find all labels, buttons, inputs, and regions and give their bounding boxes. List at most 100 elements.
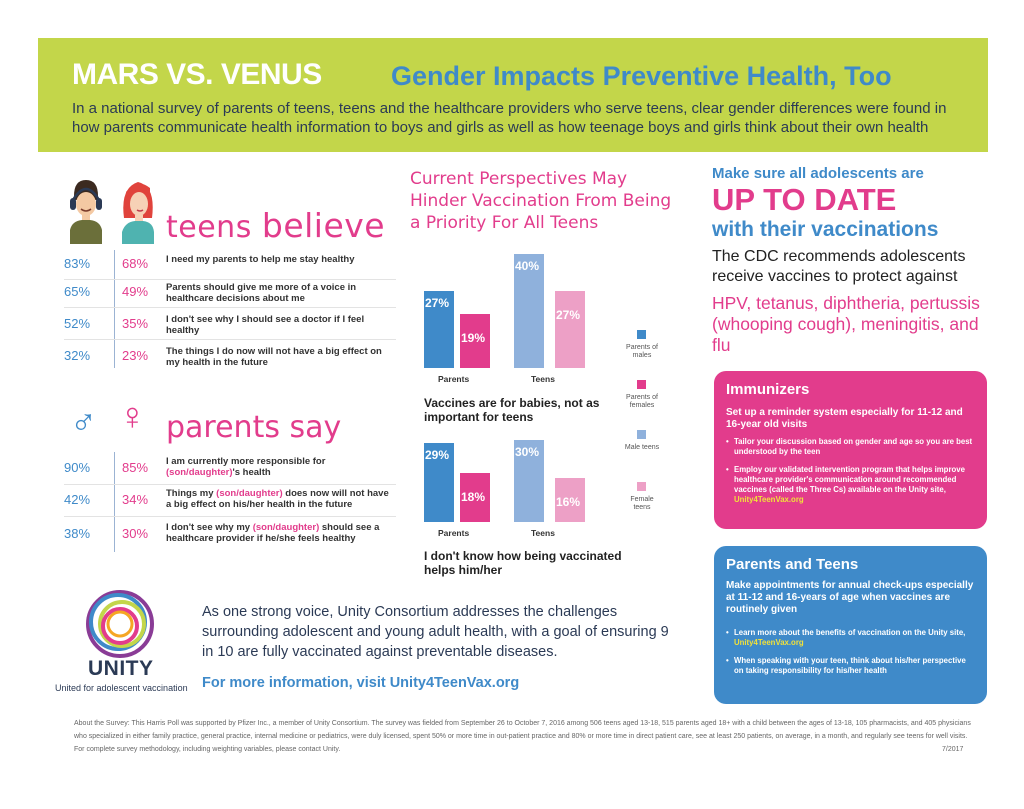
parent-male-pct: 38%: [64, 526, 91, 541]
teen-male-pct: 83%: [64, 256, 91, 271]
parent-female-pct: 34%: [122, 492, 149, 507]
chart2-bar-male-teens: [514, 440, 544, 522]
header-banner: [38, 38, 988, 152]
female-symbol-icon: ♀: [118, 396, 147, 438]
statement-text: does now will not have a big effect on h…: [166, 488, 389, 510]
parents-teens-lead: Make appointments for annual check-ups e…: [726, 580, 974, 615]
son-daughter-highlight: (son/daughter): [166, 467, 233, 478]
parent-statement: I am currently more responsible for (son…: [166, 456, 396, 478]
unity-logo-icon: [86, 590, 154, 658]
intro-text: In a national survey of parents of teens…: [72, 100, 947, 136]
parents-heading-word: parents: [166, 410, 280, 445]
chart2-x-tick: Parents: [438, 528, 470, 538]
parent-female-pct: 30%: [122, 526, 149, 541]
chart2-caption: I don't know how being vaccinated helps …: [424, 549, 622, 577]
say-heading-word: say: [289, 410, 342, 445]
teen-statement: Parents should give me more of a voice i…: [166, 282, 357, 304]
legend-label: Female teens: [630, 496, 654, 511]
male-symbol-icon: ♂: [70, 400, 97, 441]
legend-label: Parents of males: [626, 344, 658, 359]
legend-swatch: [637, 482, 646, 491]
statement-text: Things my: [166, 488, 214, 499]
parent-female-pct: 85%: [122, 460, 149, 475]
chart2-bar-parents-of-males: [424, 443, 454, 522]
teen-female-pct: 35%: [122, 316, 149, 331]
immunizers-lead: Set up a reminder system especially for …: [726, 407, 963, 430]
page-subtitle: Gender Impacts Preventive Health, Too: [391, 61, 892, 91]
unity-description: As one strong voice, Unity Consortium ad…: [202, 604, 669, 660]
chart1-bar-parents-of-males: [424, 291, 454, 368]
parent-male-pct: 90%: [64, 460, 91, 475]
parents-divider: [114, 452, 115, 552]
believe-heading-word: believe: [261, 206, 386, 245]
chart1-bar-male-teens: [514, 254, 544, 368]
girl-icon: [122, 182, 154, 244]
legend-swatch: [637, 430, 646, 439]
chart-section-title: Current Perspectives May Hinder Vaccinat…: [410, 169, 672, 233]
immunizers-link[interactable]: Unity4TeenVax.org: [734, 495, 804, 504]
statement-text: 's health: [232, 467, 271, 478]
immunizers-title: Immunizers: [726, 381, 810, 398]
teen-female-pct: 49%: [122, 284, 149, 299]
chart1-caption: Vaccines are for babies, not as importan…: [424, 396, 600, 424]
teen-female-pct: 68%: [122, 256, 149, 271]
chart1-x-tick: Teens: [531, 374, 555, 384]
chart2-bar-female-teens: [555, 478, 585, 522]
chart2-data-label: 18%: [461, 490, 486, 504]
page-title: MARS VS. VENUS: [72, 58, 322, 91]
parent-male-pct: 42%: [64, 492, 91, 507]
teen-male-pct: 65%: [64, 284, 91, 299]
parent-row-separator: [64, 484, 396, 485]
teen-statement: I don't see why I should see a doctor if…: [166, 314, 365, 336]
chart1-bar-female-teens: [555, 291, 585, 368]
chart1-data-label: 27%: [556, 308, 581, 322]
teen-row-separator: [64, 307, 396, 308]
son-daughter-highlight: (son/daughter): [252, 522, 320, 533]
legend-swatch: [637, 380, 646, 389]
chart2-data-label: 30%: [515, 445, 540, 459]
chart1-data-label: 19%: [461, 331, 486, 345]
boy-icon: [70, 180, 102, 244]
make-sure-text: Make sure all adolescents are: [712, 165, 924, 182]
immunizers-bullet-1: Tailor your discussion based on gender a…: [726, 437, 976, 457]
immunizers-card: Immunizers Set up a reminder system espe…: [714, 371, 987, 529]
chart1-bar-parents-of-females: [460, 314, 490, 368]
unity-wordmark: UNITY: [88, 657, 154, 680]
parent-statement: Things my (son/daughter) does now will n…: [166, 488, 396, 510]
teen-female-pct: 23%: [122, 348, 149, 363]
legend-swatch: [637, 330, 646, 339]
date-stamp: 7/2017: [942, 746, 964, 753]
statement-text: should see a healthcare provider if he/s…: [166, 522, 380, 544]
chart2-data-label: 29%: [425, 448, 450, 462]
teen-statement: The things I do now will not have a big …: [166, 346, 382, 368]
unity-website-link[interactable]: For more information, visit Unity4TeenVa…: [202, 675, 520, 691]
parents-teens-bullet-2: When speaking with your teen, think abou…: [726, 656, 976, 676]
teens-divider: [114, 250, 115, 368]
chart1-data-label: 40%: [515, 259, 540, 273]
legend-label: Parents of females: [626, 394, 658, 409]
chart1-data-label: 27%: [425, 296, 450, 310]
teen-male-pct: 32%: [64, 348, 91, 363]
unity-tagline: United for adolescent vaccination: [55, 683, 188, 693]
parent-statement: I don't see why my (son/daughter) should…: [166, 522, 396, 544]
cdc-text: The CDC recommends adolescents receive v…: [712, 248, 966, 285]
parents-teens-title: Parents and Teens: [726, 556, 859, 573]
parent-row-separator: [64, 516, 396, 517]
parents-say-heading: parents say: [166, 410, 341, 445]
teens-believe-heading: teens believe: [166, 206, 385, 245]
parents-teens-link[interactable]: Unity4TeenVax.org: [734, 638, 804, 647]
chart2-x-tick: Teens: [531, 528, 555, 538]
immunizers-bullet-2: Employ our validated intervention progra…: [726, 465, 976, 505]
up-to-date-heading: UP TO DATE: [712, 182, 897, 217]
chart2-data-label: 16%: [556, 495, 581, 509]
son-daughter-highlight: (son/daughter): [216, 488, 283, 499]
teen-male-pct: 52%: [64, 316, 91, 331]
survey-footnote: About the Survey: This Harris Poll was s…: [74, 720, 971, 753]
teen-row-separator: [64, 279, 396, 280]
statement-text: I don't see why my: [166, 522, 251, 533]
parents-teens-bullet-1-text: Learn more about the benefits of vaccina…: [734, 628, 966, 637]
chart2-bar-parents-of-females: [460, 473, 490, 522]
teen-row-separator: [64, 339, 396, 340]
legend-label: Male teens: [624, 444, 660, 451]
teens-heading-word: teens: [166, 210, 252, 245]
